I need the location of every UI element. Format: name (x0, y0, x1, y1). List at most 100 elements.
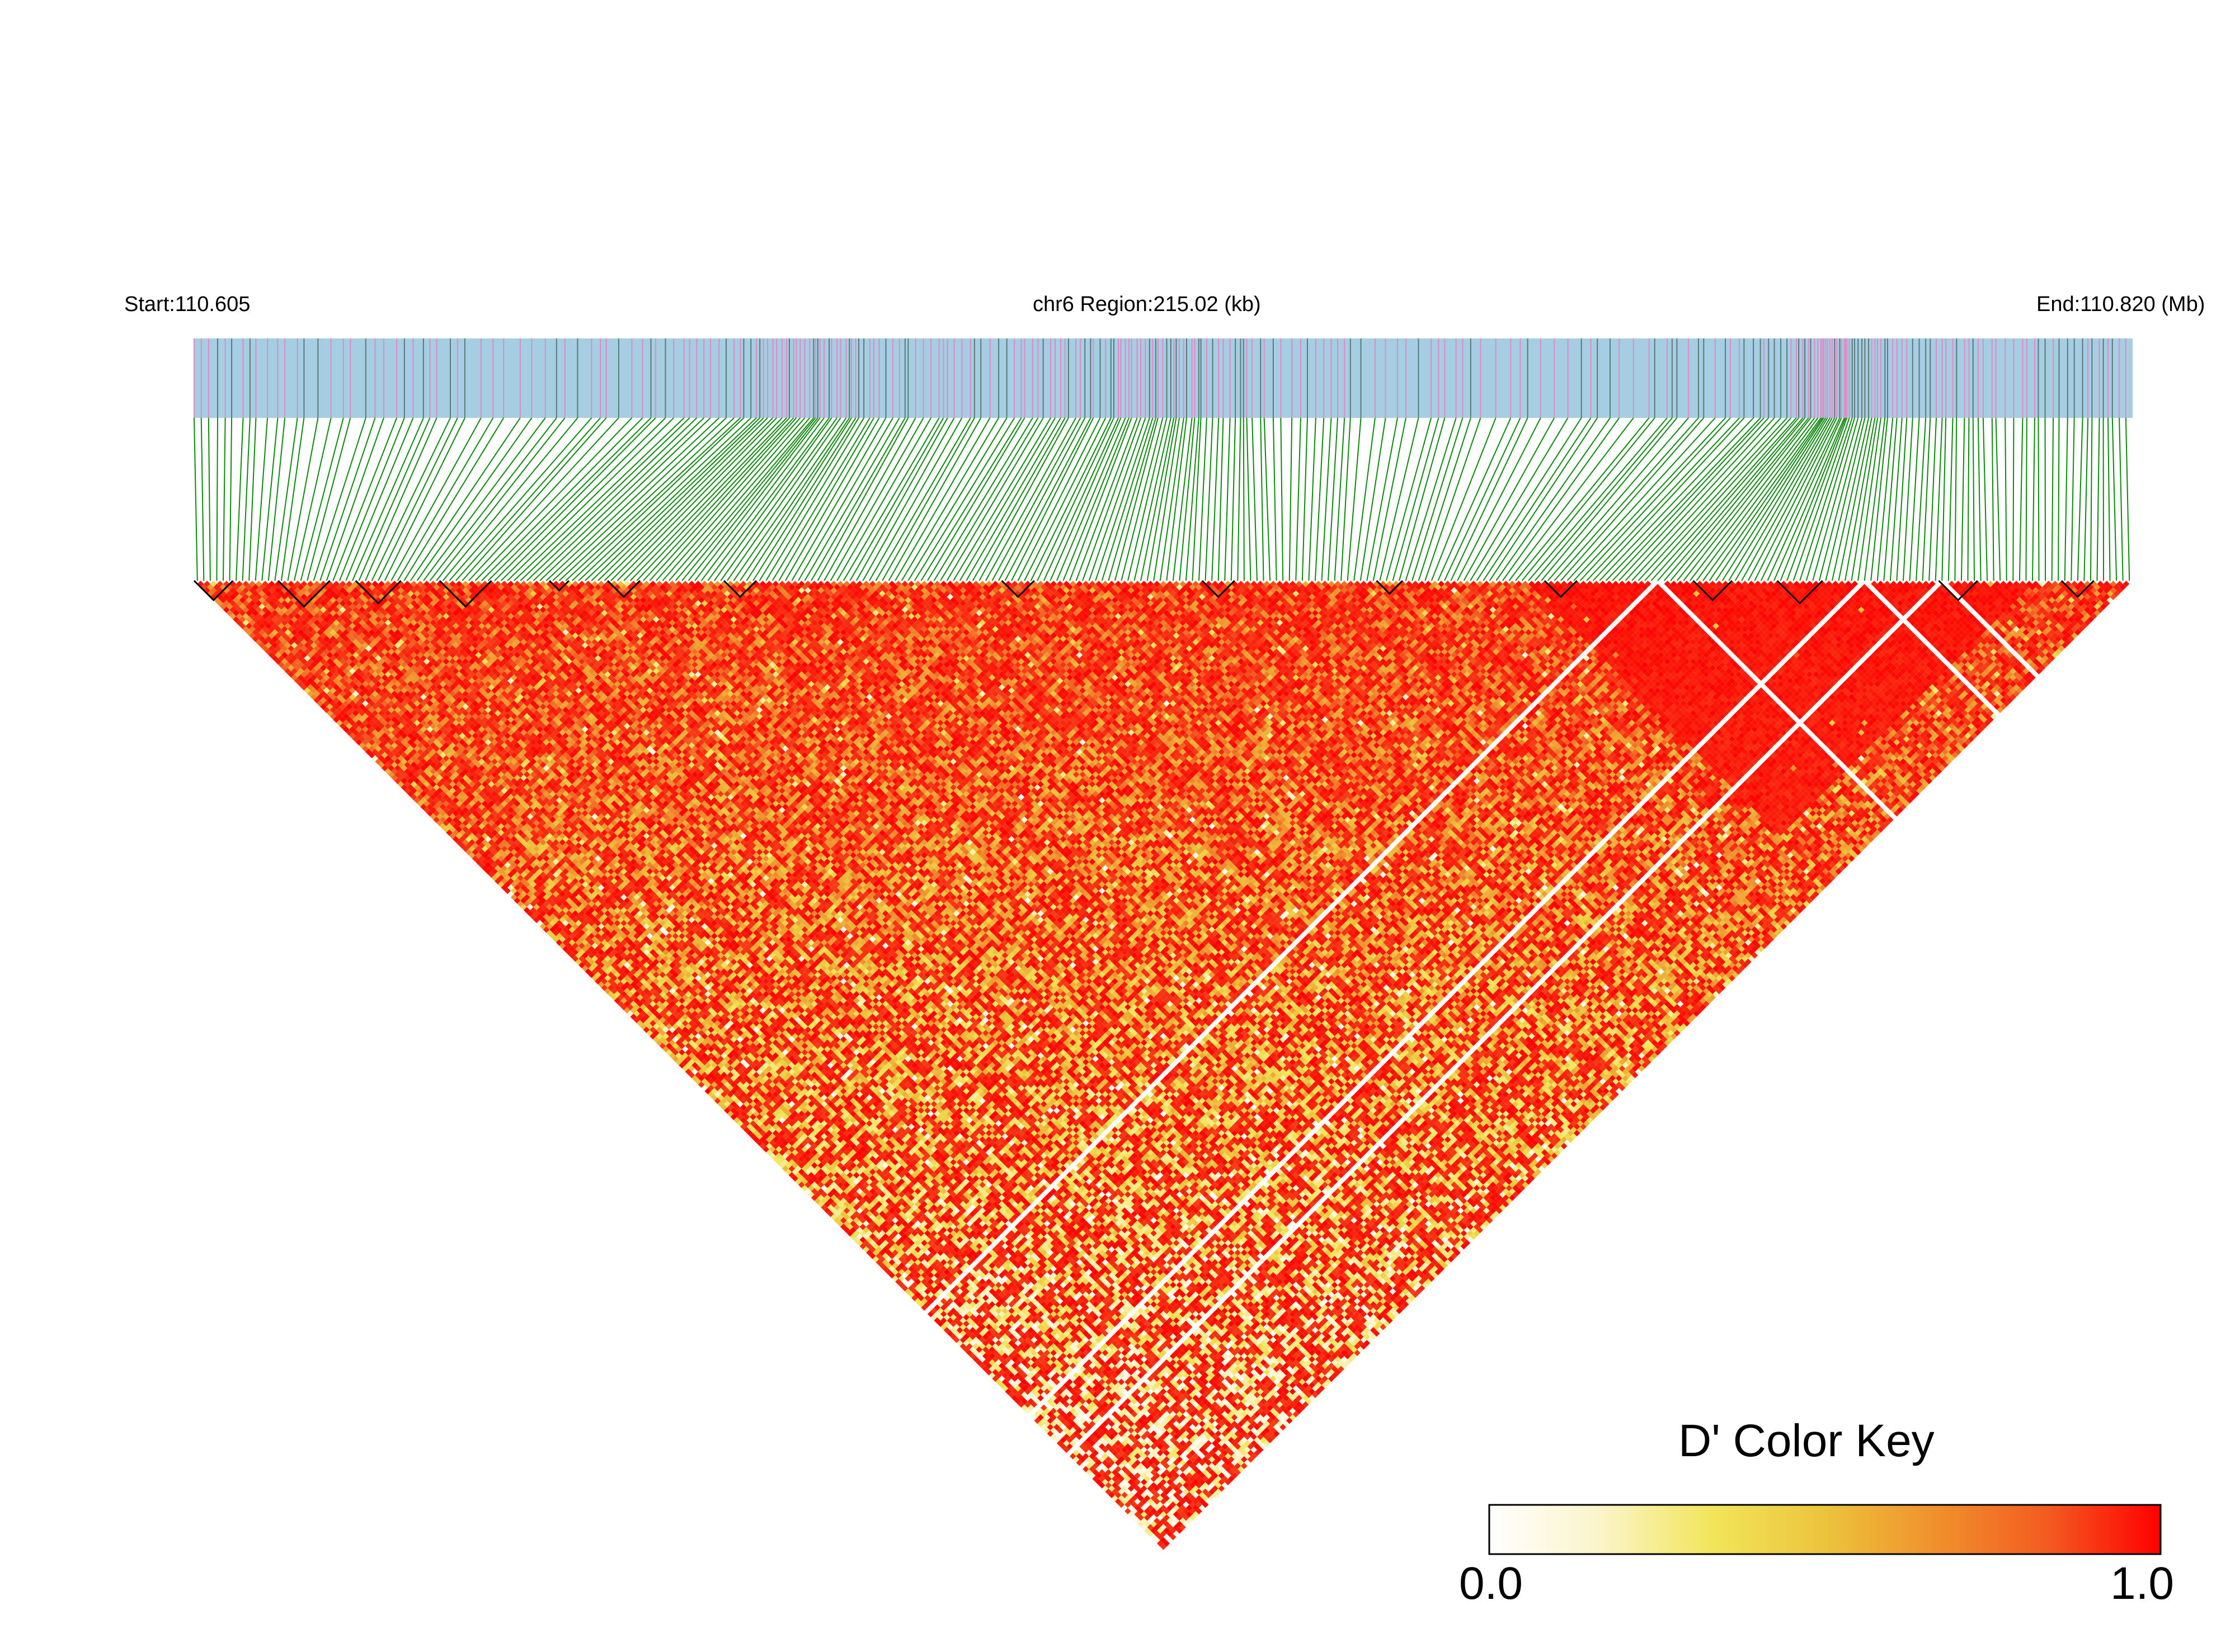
ld-cell (630, 1007, 637, 1014)
ld-cell (714, 1091, 721, 1098)
snp-connector (1043, 417, 1119, 581)
snp-connector (236, 417, 244, 581)
ld-cell (246, 629, 252, 636)
snp-connector (856, 417, 948, 581)
ld-cell (436, 820, 443, 826)
snp-connector (1515, 417, 1650, 581)
snp-connector (849, 417, 944, 581)
ld-cell (1056, 1440, 1064, 1447)
ld-cell (304, 674, 310, 681)
ld-cell (346, 729, 352, 736)
ld-cell (255, 632, 262, 639)
ld-cell (743, 1120, 750, 1127)
snp-connector (208, 417, 211, 581)
ld-cell (1154, 1537, 1160, 1543)
ld-cell (1047, 1430, 1054, 1437)
snp-connector (507, 417, 674, 581)
snp-connector (914, 417, 1015, 581)
snp-connector (481, 417, 643, 581)
ld-cell (271, 655, 279, 662)
snp-connector (623, 417, 783, 581)
ld-cell (207, 590, 214, 597)
ld-cell (443, 820, 450, 826)
ld-cell (397, 774, 404, 782)
ld-cell (342, 726, 350, 733)
ld-cell (817, 1194, 825, 1201)
snp-connector (2083, 417, 2089, 581)
ld-cell (281, 652, 288, 658)
ld-cell (226, 609, 233, 616)
ld-cell (1147, 1524, 1154, 1531)
ld-cell (242, 619, 250, 626)
snp-connector (1424, 417, 1481, 581)
ld-cell (782, 1159, 789, 1166)
snp-connector (1411, 417, 1464, 581)
ld-cell (624, 1000, 630, 1008)
ld-cell (1079, 1462, 1086, 1470)
ld-cell (911, 1288, 918, 1295)
ld-cell (1131, 1508, 1138, 1514)
snp-connector (694, 417, 821, 581)
ld-cell (830, 1207, 837, 1214)
ld-cell (365, 736, 372, 742)
snp-connector (352, 417, 424, 581)
ld-cell (1018, 1401, 1025, 1408)
snp-connector (371, 417, 451, 581)
snp-connector (1851, 417, 1878, 581)
snp-connector (784, 417, 880, 581)
snp-connector (1831, 417, 1870, 581)
ld-cell (475, 845, 482, 853)
ld-cell (271, 642, 279, 649)
snp-connector (2051, 417, 2054, 581)
ld-cell (375, 758, 382, 765)
ld-cell (453, 829, 459, 836)
ld-cell (355, 738, 363, 746)
snp-connector (1314, 417, 1325, 581)
snp-connector (1916, 417, 1927, 581)
snp-connector (1457, 417, 1541, 581)
snp-connector (824, 417, 916, 581)
ld-cell (465, 849, 472, 855)
snp-connector (895, 417, 991, 581)
ld-cell (1099, 1475, 1105, 1482)
ld-cell (236, 606, 243, 613)
snp-connector (390, 417, 482, 581)
ld-cell (639, 1023, 647, 1030)
snp-connector (2031, 417, 2036, 581)
ld-cell (300, 677, 308, 684)
snp-connector (2038, 417, 2040, 581)
ld-cell (721, 1098, 727, 1104)
snp-connector (2090, 417, 2093, 581)
ld-cell (888, 1265, 896, 1272)
ld-cell (313, 696, 321, 704)
ld-cell (271, 648, 279, 655)
ld-cell (620, 1004, 627, 1011)
ld-cell (927, 1311, 934, 1317)
snp-connector (1301, 417, 1308, 581)
ld-cell (258, 629, 266, 636)
snp-connector (998, 417, 1086, 581)
ld-cell (504, 887, 511, 895)
snp-connector (1295, 417, 1301, 581)
snp-connector (533, 417, 704, 581)
snp-connector (1734, 417, 1831, 581)
ld-cell (524, 907, 530, 914)
snp-connector (959, 417, 1056, 581)
ld-cell (430, 807, 437, 813)
ld-cell (1147, 1530, 1154, 1537)
ld-cell (233, 609, 239, 616)
ld-cell (307, 677, 314, 684)
snp-connector (1056, 417, 1126, 581)
snp-connector (494, 417, 656, 581)
snp-connector (1741, 417, 1833, 581)
ld-cell (226, 603, 233, 610)
snp-connector (200, 417, 205, 581)
snp-connector (1644, 417, 1792, 581)
snp-connector (1941, 417, 1947, 581)
snp-connector (1353, 417, 1376, 581)
ld-cell (1008, 1391, 1015, 1399)
snp-connector (2058, 417, 2060, 581)
ld-cell (439, 823, 446, 830)
snp-connector (1967, 417, 1970, 581)
ld-cell (982, 1359, 989, 1366)
